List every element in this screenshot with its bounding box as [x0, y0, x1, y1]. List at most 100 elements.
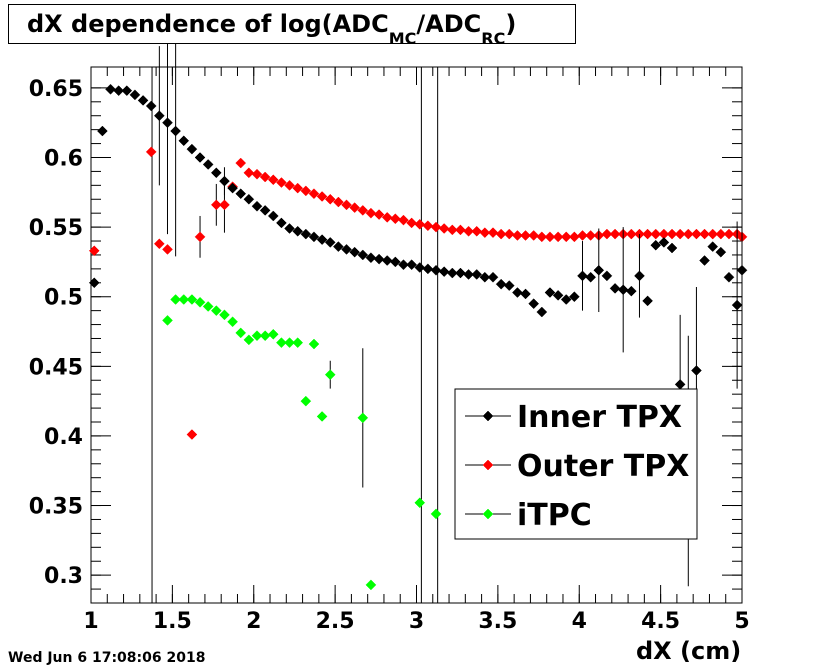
data-point — [446, 224, 458, 236]
data-point — [227, 316, 238, 328]
legend-marker — [482, 459, 494, 471]
data-point — [219, 199, 230, 211]
data-point — [186, 294, 198, 305]
data-point — [276, 217, 287, 229]
data-point — [292, 182, 304, 194]
x-tick-label: 4.5 — [641, 609, 680, 634]
data-point — [389, 213, 401, 225]
data-point — [479, 271, 491, 283]
data-point — [455, 224, 466, 236]
timestamp: Wed Jun 6 17:08:06 2018 — [8, 650, 206, 666]
data-point — [414, 218, 426, 230]
data-point — [137, 95, 149, 106]
data-point — [731, 299, 743, 311]
data-point — [194, 152, 206, 163]
data-point — [219, 175, 230, 187]
data-point — [194, 231, 206, 243]
data-point — [251, 200, 263, 212]
legend-label: iTPC — [517, 498, 592, 533]
data-point — [674, 228, 686, 240]
chart-title: dX dependence of log(ADCMC/ADCRC) — [27, 10, 516, 48]
data-point — [536, 306, 548, 318]
data-point — [406, 259, 417, 271]
x-tick-label: 3.5 — [478, 609, 517, 634]
data-point — [202, 159, 214, 170]
data-point — [227, 182, 238, 194]
data-point — [438, 223, 450, 234]
data-point — [520, 230, 531, 241]
title-close: ) — [505, 10, 517, 38]
data-point — [699, 228, 710, 240]
data-point — [202, 301, 214, 312]
data-point — [178, 294, 190, 305]
data-point — [736, 264, 748, 276]
data-point — [528, 230, 540, 241]
y-tick-label: 0.35 — [29, 495, 83, 520]
chart-title-box: dX dependence of log(ADCMC/ADCRC) — [8, 4, 576, 48]
data-point — [300, 228, 312, 240]
data-point — [316, 411, 328, 422]
data-point — [145, 146, 157, 158]
data-point — [300, 395, 312, 407]
data-point — [577, 230, 588, 241]
y-tick-label: 0.4 — [44, 425, 83, 450]
data-point — [707, 241, 719, 252]
title-sub-rc: RC — [481, 29, 506, 48]
data-point — [495, 228, 507, 240]
data-point — [414, 497, 426, 509]
data-point — [267, 174, 279, 186]
data-point — [308, 188, 320, 200]
data-point — [365, 207, 377, 219]
title-sub-mc: MC — [388, 29, 417, 48]
data-point — [316, 234, 328, 245]
data-point — [316, 191, 328, 202]
data-point — [601, 270, 613, 282]
data-point — [691, 365, 702, 376]
data-point — [88, 245, 100, 257]
data-point — [186, 143, 198, 155]
data-point — [349, 202, 361, 213]
data-point — [650, 239, 662, 251]
data-point — [259, 171, 271, 183]
data-point — [357, 412, 369, 424]
data-point — [422, 263, 434, 275]
data-point — [105, 83, 116, 95]
data-point — [357, 249, 369, 261]
data-point — [642, 295, 653, 307]
data-point — [528, 298, 540, 310]
data-point — [235, 157, 247, 169]
x-tick-label: 3 — [409, 609, 424, 634]
data-point — [292, 225, 304, 237]
x-tick-label: 1 — [83, 609, 98, 634]
data-point — [674, 379, 686, 390]
data-point — [210, 305, 222, 316]
data-point — [552, 231, 564, 243]
data-point — [625, 285, 637, 297]
data-point — [666, 228, 678, 240]
data-point — [642, 228, 653, 240]
legend-label: Inner TPX — [517, 400, 682, 435]
data-point — [243, 167, 255, 179]
y-tick-label: 0.3 — [44, 564, 83, 589]
data-point — [715, 228, 727, 240]
data-point — [276, 177, 287, 188]
data-point — [97, 125, 108, 137]
data-point — [292, 337, 304, 349]
data-point — [333, 241, 344, 252]
data-point — [430, 264, 442, 276]
data-point — [235, 327, 247, 339]
data-point — [634, 270, 645, 282]
data-point — [284, 223, 295, 234]
data-point — [170, 294, 181, 305]
x-tick-label: 2.5 — [316, 609, 355, 634]
data-point — [479, 227, 491, 239]
data-point — [609, 283, 621, 294]
x-tick-label: 1.5 — [153, 609, 192, 634]
data-point — [113, 85, 125, 97]
data-point — [243, 334, 255, 346]
data-point — [577, 270, 588, 282]
data-point — [129, 89, 141, 101]
data-point — [463, 225, 474, 237]
data-point — [373, 209, 385, 220]
data-point — [503, 228, 515, 240]
